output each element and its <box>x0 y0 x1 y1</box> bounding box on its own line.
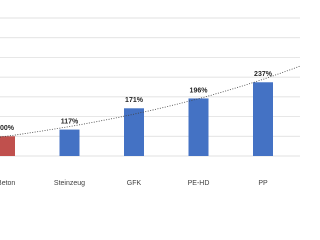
x-tick-label: Steinzeug <box>54 180 85 187</box>
x-tick-label: GFK <box>127 180 142 187</box>
value-label: 171% <box>125 97 144 104</box>
bar <box>188 98 209 156</box>
value-label: 196% <box>190 87 209 94</box>
value-label: 117% <box>61 118 79 125</box>
x-tick-label: PP <box>258 180 268 187</box>
value-label: 237% <box>254 71 273 78</box>
bar <box>124 108 144 156</box>
bar <box>0 136 15 156</box>
bar <box>59 129 80 156</box>
bar <box>253 82 273 156</box>
chart: 100% -Beton 117% Steinzeug 171% GFK 196% PE-HD 2… <box>0 17 300 187</box>
trendline <box>0 65 300 138</box>
value-label: 100% <box>0 125 15 132</box>
x-tick-label: PE-HD <box>188 180 210 187</box>
x-tick-label: -Beton <box>0 180 15 187</box>
